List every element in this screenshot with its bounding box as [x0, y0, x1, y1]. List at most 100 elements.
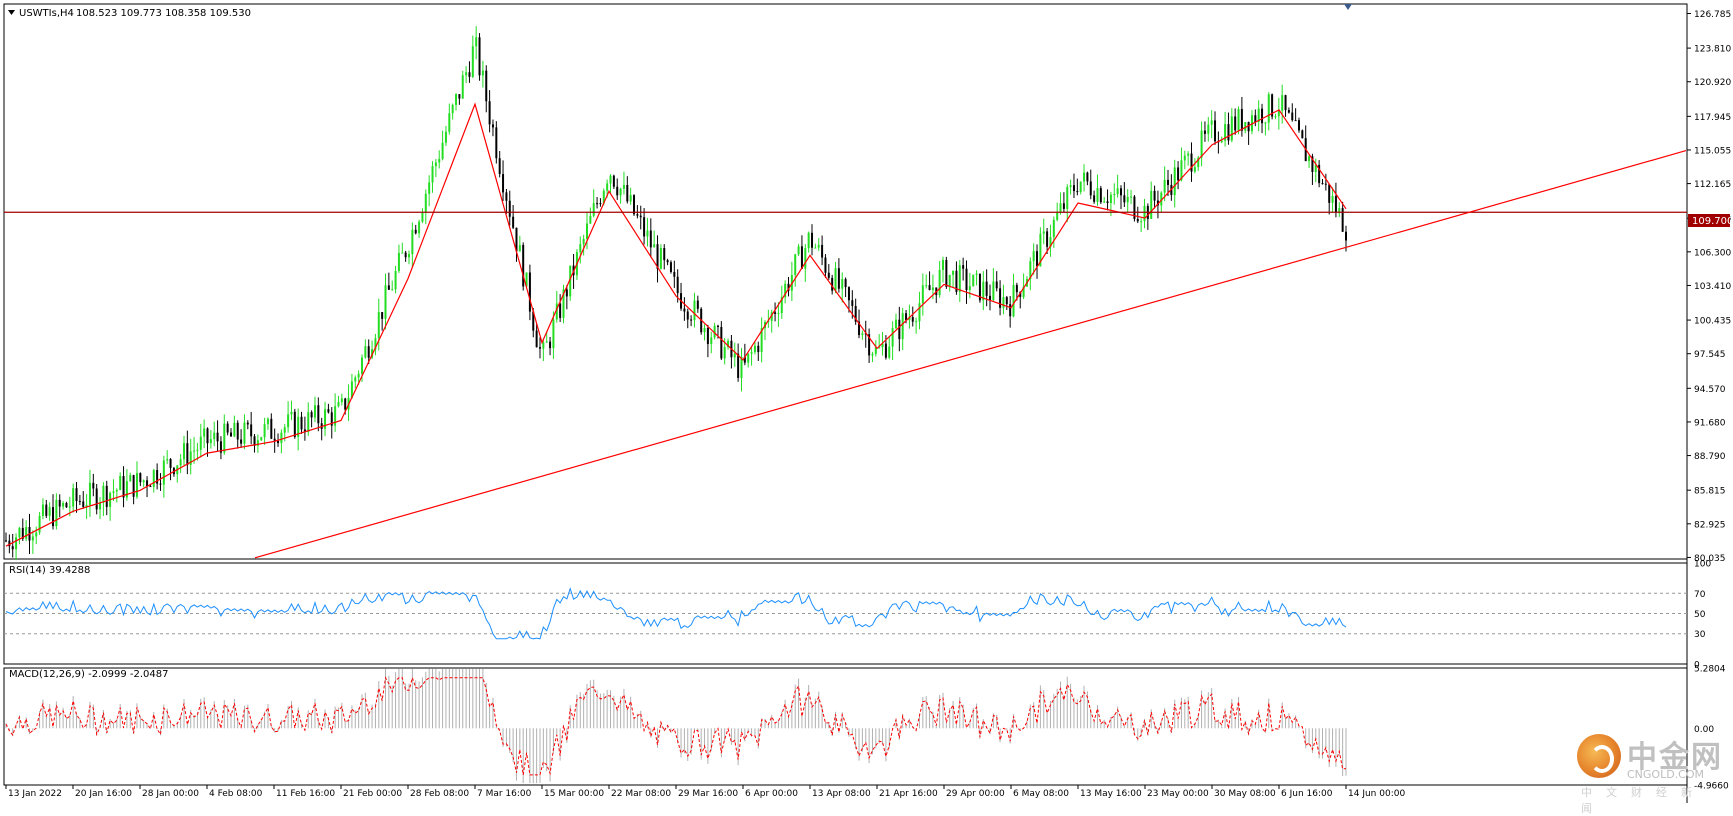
candle-body	[374, 338, 377, 350]
candle-body	[941, 259, 944, 270]
candle-body	[327, 409, 330, 413]
candle-body	[770, 312, 773, 321]
rsi-tick-label: 30	[1694, 630, 1706, 640]
candle-body	[25, 527, 28, 539]
time-tick-label: 6 Jun 16:00	[1281, 789, 1333, 799]
candle-body	[495, 127, 498, 159]
candle-body	[549, 341, 552, 349]
candle-body	[528, 272, 531, 312]
candle-body	[545, 341, 548, 343]
candle-body	[706, 328, 709, 345]
candle-body	[931, 287, 934, 291]
candle-body	[656, 244, 659, 269]
candle-body	[952, 270, 955, 275]
candle-body	[1301, 130, 1304, 139]
candle-body	[1140, 221, 1143, 223]
candle-body	[1167, 179, 1170, 185]
time-tick-label: 13 May 16:00	[1080, 789, 1142, 799]
candle-body	[488, 101, 491, 125]
time-tick-label: 28 Jan 00:00	[142, 789, 199, 799]
rsi-tick-label: 100	[1694, 560, 1711, 570]
candle-body	[1244, 122, 1247, 131]
candle-body	[723, 347, 726, 359]
candle-body	[1187, 153, 1190, 156]
price-tick-label: 85.815	[1694, 487, 1726, 497]
candle-body	[418, 221, 421, 234]
candle-body	[115, 489, 118, 492]
candle-body	[955, 270, 958, 292]
candle-body	[720, 326, 723, 359]
candle-body	[743, 356, 746, 363]
candle-body	[102, 485, 105, 503]
time-tick-label: 7 Mar 16:00	[477, 789, 532, 799]
candle-body	[1009, 304, 1012, 317]
candle-body	[146, 480, 149, 487]
time-tick-label: 21 Apr 16:00	[879, 789, 938, 799]
candle-body	[313, 405, 316, 418]
candle-body	[243, 422, 246, 444]
price-tick-label: 82.925	[1694, 520, 1726, 530]
candle-body	[277, 440, 280, 444]
candle-body	[817, 244, 820, 248]
candle-body	[686, 311, 689, 320]
candle-body	[747, 353, 750, 363]
candle-body	[626, 185, 629, 202]
candle-body	[122, 476, 125, 498]
candle-body	[518, 244, 521, 252]
candle-body	[166, 459, 169, 461]
time-tick-label: 4 Feb 08:00	[209, 789, 263, 799]
candle-body	[182, 443, 185, 460]
candle-body	[928, 285, 931, 291]
candle-body	[1267, 94, 1270, 123]
candle-body	[230, 432, 233, 437]
candle-body	[948, 274, 951, 287]
candle-body	[1324, 183, 1327, 185]
candle-body	[1190, 153, 1193, 172]
candle-body	[918, 303, 921, 322]
candle-body	[1039, 233, 1042, 267]
symbol-menu-chevron-down-icon[interactable]	[8, 10, 15, 15]
candle-body	[1103, 201, 1106, 203]
candle-body	[404, 252, 407, 258]
candle-body	[740, 356, 743, 378]
candle-body	[132, 475, 135, 497]
candle-body	[737, 353, 740, 378]
candle-body	[475, 37, 478, 47]
candle-body	[649, 230, 652, 248]
candle-body	[727, 340, 730, 348]
candle-body	[1200, 130, 1203, 158]
candle-body	[878, 347, 881, 349]
candle-body	[1119, 188, 1122, 196]
candle-body	[1059, 203, 1062, 213]
candle-body	[515, 227, 518, 252]
candle-body	[1019, 292, 1022, 297]
candle-body	[962, 265, 965, 269]
candle-body	[354, 377, 357, 382]
candle-body	[532, 311, 535, 331]
candle-body	[1153, 190, 1156, 201]
candle-body	[219, 441, 222, 453]
candle-body	[1106, 201, 1109, 204]
candle-body	[629, 195, 632, 202]
time-tick-label: 6 May 08:00	[1013, 789, 1069, 799]
chart-shift-marker[interactable]	[1344, 4, 1352, 10]
candle-body	[162, 460, 165, 485]
candle-body	[602, 190, 605, 204]
candle-body	[1032, 251, 1035, 262]
candle-body	[579, 244, 582, 253]
candle-body	[260, 437, 263, 441]
candle-body	[1240, 109, 1243, 131]
time-tick-label: 29 Apr 00:00	[946, 789, 1005, 799]
candle-body	[38, 515, 41, 533]
candle-body	[72, 488, 75, 507]
candle-body	[639, 215, 642, 218]
candle-body	[11, 546, 14, 550]
candle-body	[596, 203, 599, 205]
candle-body	[85, 504, 88, 507]
candle-body	[622, 185, 625, 189]
time-tick-label: 21 Feb 00:00	[343, 789, 402, 799]
candle-body	[888, 346, 891, 358]
candle-body	[408, 254, 411, 258]
candle-body	[844, 279, 847, 288]
candle-body	[15, 537, 18, 550]
